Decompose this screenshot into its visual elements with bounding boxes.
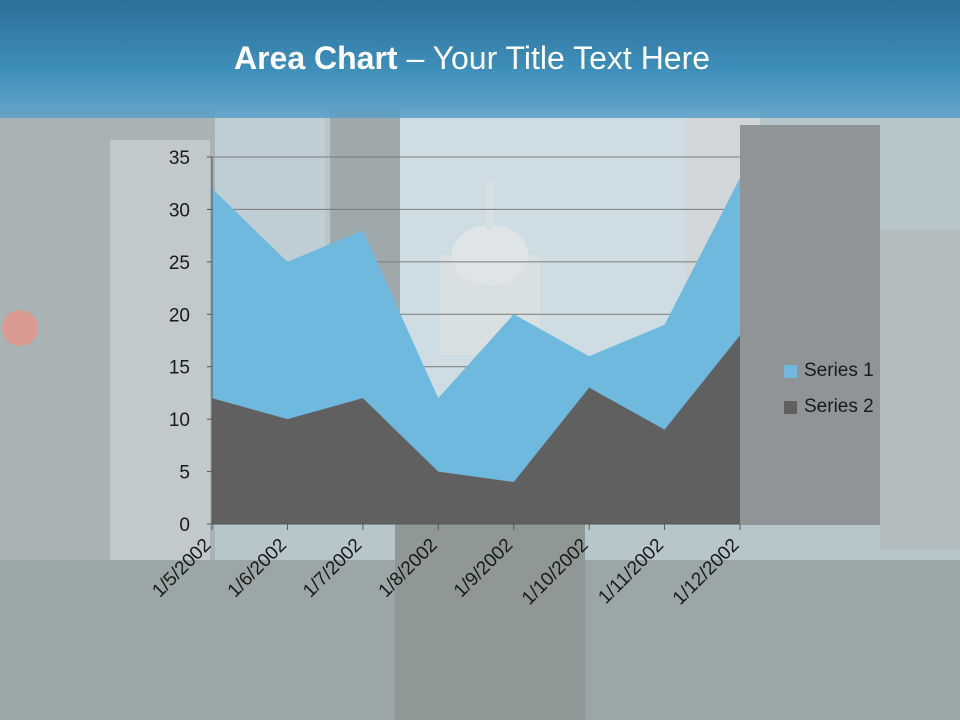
y-tick-label-30: 30	[169, 200, 190, 221]
x-tick-label-6: 1/11/2002	[594, 535, 668, 609]
legend-label-series-2: Series 2	[804, 396, 874, 417]
legend-item-series-1: Series 1	[784, 358, 874, 384]
x-tick-label-5: 1/10/2002	[518, 535, 593, 610]
x-tick-label-1: 1/6/2002	[224, 535, 291, 602]
chart-legend: Series 1 Series 2	[784, 358, 874, 430]
title-bar	[0, 0, 960, 118]
legend-item-series-2: Series 2	[784, 394, 874, 420]
legend-swatch-series-2	[784, 400, 797, 414]
y-tick-label-20: 20	[169, 305, 190, 326]
y-tick-label-15: 15	[169, 358, 190, 379]
slide-title-bold: Area Chart	[233, 40, 398, 76]
y-tick-label-0: 0	[179, 515, 190, 536]
y-tick-label-5: 5	[179, 463, 190, 484]
area-series-2	[212, 335, 740, 524]
legend-label-series-1: Series 1	[804, 360, 874, 381]
x-tick-label-7: 1/12/2002	[669, 535, 744, 610]
y-tick-label-35: 35	[169, 148, 190, 169]
x-tick-label-3: 1/8/2002	[375, 535, 442, 602]
y-tick-label-10: 10	[169, 410, 190, 431]
x-tick-label-0: 1/5/2002	[148, 535, 215, 602]
y-tick-label-25: 25	[169, 253, 190, 274]
x-tick-label-4: 1/9/2002	[450, 535, 517, 602]
x-tick-label-2: 1/7/2002	[299, 535, 366, 602]
slide-title-rest: – Your Title Text Here	[397, 40, 711, 76]
legend-swatch-series-1	[784, 364, 797, 378]
slide-title: Area Chart – Your Title Text Here	[0, 40, 944, 77]
